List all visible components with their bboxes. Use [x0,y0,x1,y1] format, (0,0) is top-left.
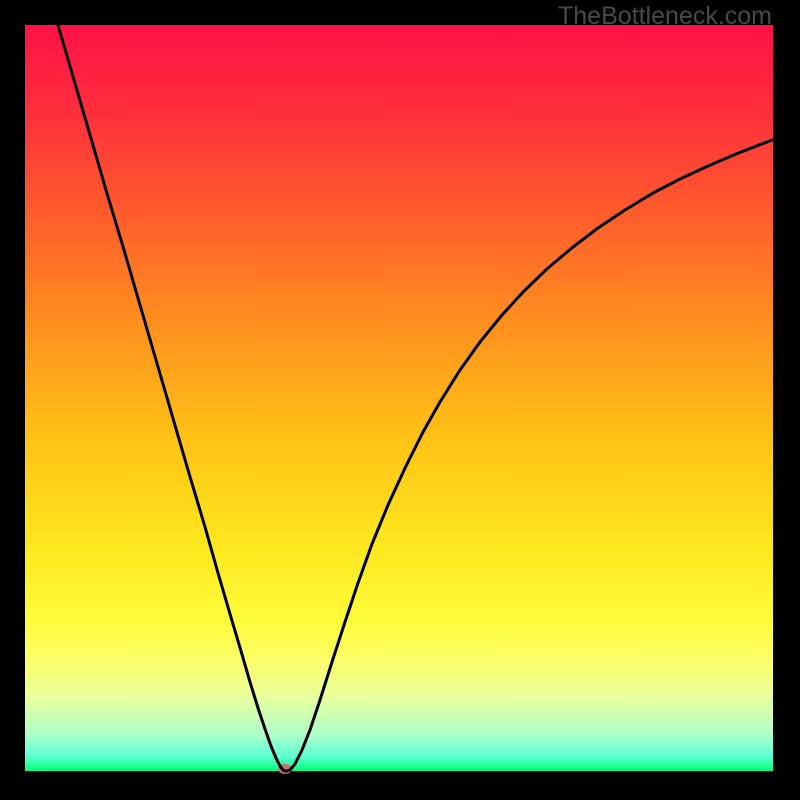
notch-marker [278,764,292,774]
plot-area [25,25,773,771]
